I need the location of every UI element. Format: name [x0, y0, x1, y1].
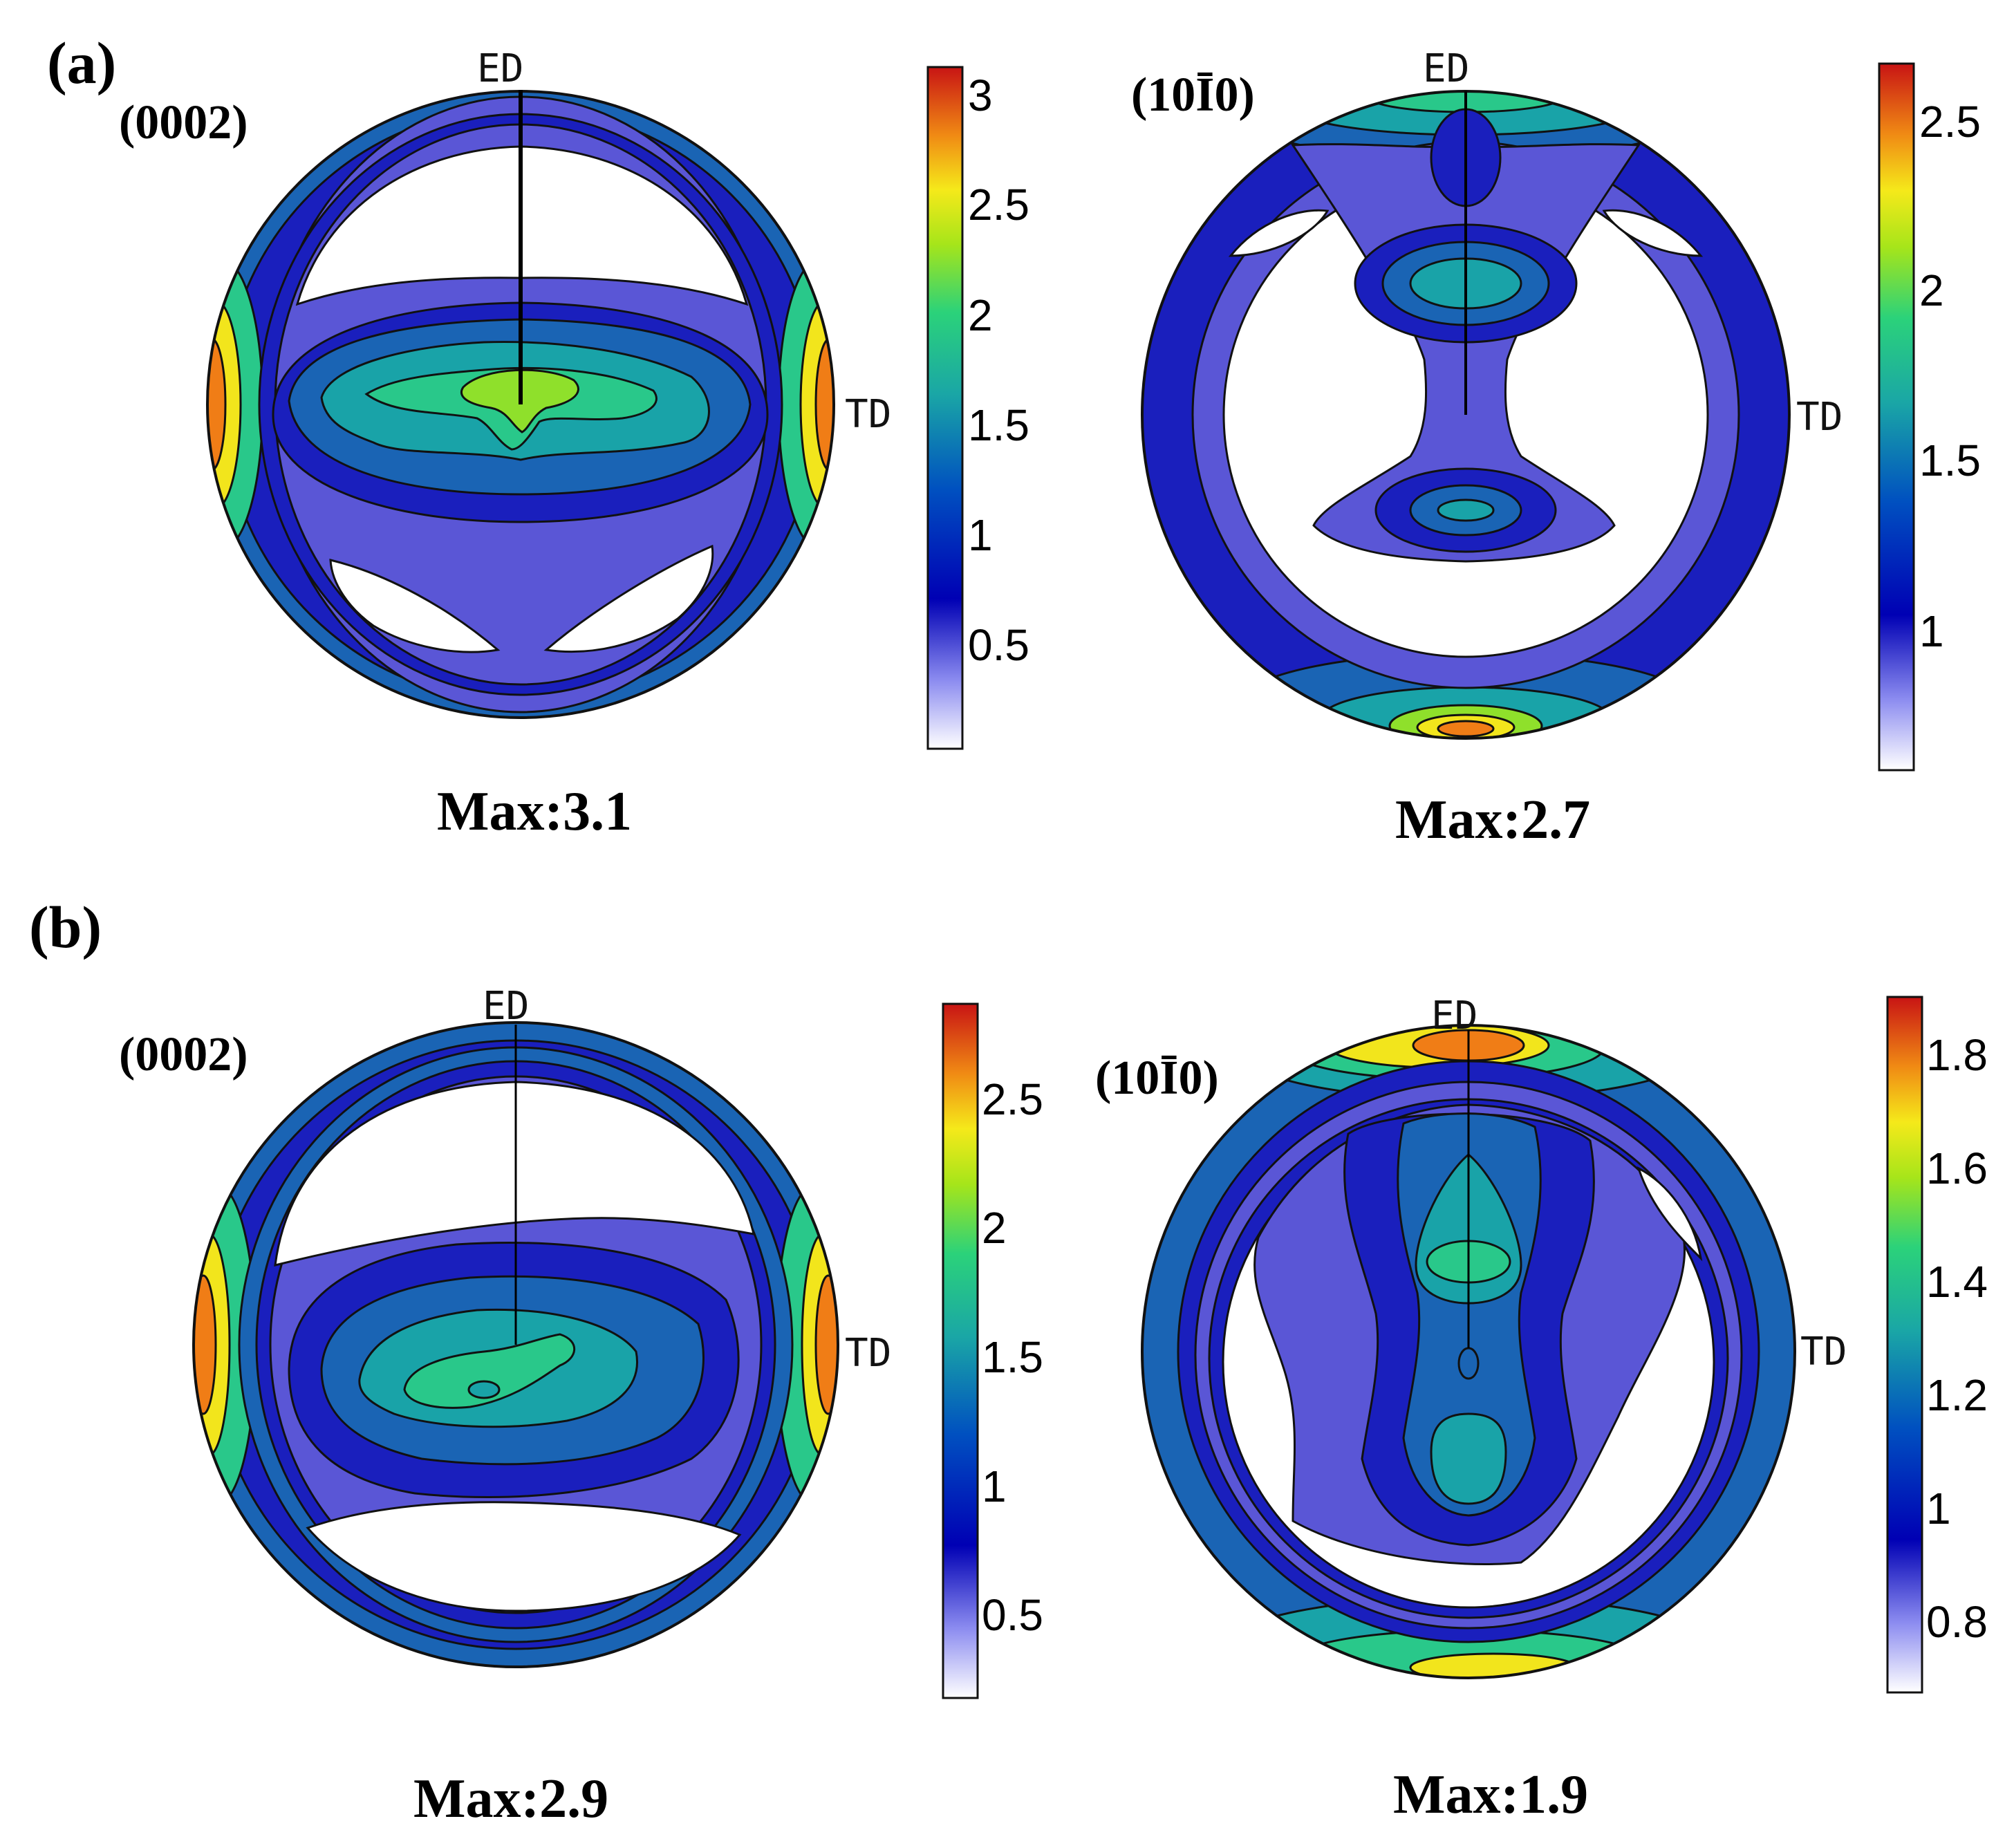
- colorbar-frame: [1878, 62, 1915, 772]
- colorbar-tick: 0.5: [968, 620, 1029, 670]
- td-label: TD: [1800, 1329, 1847, 1374]
- td-label: TD: [845, 1331, 891, 1376]
- colorbar-tick: 0.8: [1926, 1597, 1988, 1647]
- max-label: Max:1.9: [1393, 1764, 1588, 1825]
- colorbar-tick: 1.5: [982, 1332, 1043, 1382]
- pole-figure-a2: (10Ī0): [1131, 46, 1981, 850]
- contour-band: [1437, 498, 1495, 522]
- colorbar-tick: 2.5: [1919, 97, 1981, 147]
- colorbar-tick: 0.5: [982, 1590, 1043, 1640]
- colorbar-tick: 2: [968, 290, 993, 340]
- colorbar-tick: 2.5: [968, 180, 1029, 230]
- colorbar-tick: 1.8: [1926, 1030, 1988, 1080]
- colorbar: 1.8 1.6 1.4 1.2 1 0.8: [1886, 996, 1988, 1694]
- max-label: Max:2.7: [1395, 790, 1590, 850]
- ed-label: ED: [483, 984, 529, 1029]
- contour-band: [1430, 1412, 1507, 1505]
- pole-figure-outline: [192, 1021, 839, 1668]
- colorbar-tick: 2: [1919, 265, 1944, 315]
- colorbar-tick: 1.5: [1919, 436, 1981, 485]
- td-label: TD: [1796, 395, 1843, 440]
- max-label: Max:3.1: [437, 781, 632, 842]
- colorbar: 3 2.5 2 1.5 1 0.5: [926, 66, 1029, 750]
- contour-band: [814, 1274, 838, 1415]
- colorbar-tick: 3: [968, 71, 993, 120]
- pole-figure-a1: (0002) E: [119, 46, 1029, 842]
- plane-label-b1: (0002): [119, 1028, 248, 1081]
- plane-label-a2: (10Ī0): [1131, 68, 1255, 122]
- contour-band: [467, 1380, 501, 1399]
- ed-label: ED: [1431, 993, 1477, 1038]
- colorbar-tick: 1: [968, 510, 993, 560]
- colorbar-tick: 1: [982, 1462, 1007, 1511]
- panel-label-a: (a): [47, 30, 116, 96]
- td-label: TD: [845, 392, 891, 437]
- colorbar-tick: 1.2: [1926, 1370, 1988, 1420]
- plane-label-b2: (10Ī0): [1095, 1052, 1219, 1105]
- colorbar-tick: 2: [982, 1203, 1007, 1253]
- colorbar-tick: 1.4: [1926, 1257, 1988, 1307]
- colorbar-gradient: [928, 67, 962, 749]
- contour-void: [1602, 209, 1704, 257]
- colorbar-tick: 2.5: [982, 1074, 1043, 1124]
- pole-figure-b2: (10Ī0) ED T: [1095, 993, 1988, 1825]
- ed-label: ED: [1423, 46, 1469, 91]
- max-label: Max:2.9: [413, 1768, 608, 1829]
- colorbar: 2.5 2 1.5 1: [1878, 62, 1981, 772]
- panel-label-b: (b): [29, 894, 102, 960]
- contour-band: [403, 1333, 576, 1409]
- contour-void: [1228, 209, 1330, 257]
- colorbar-tick: 1: [1926, 1484, 1951, 1533]
- colorbar-tick: 1.5: [968, 400, 1029, 450]
- pole-figure-b1: (0002) ED TD M: [119, 984, 1043, 1829]
- contour-void: [274, 1081, 755, 1267]
- colorbar-gradient: [1887, 997, 1922, 1692]
- contour-void: [543, 544, 714, 653]
- colorbar-tick: 1: [1919, 606, 1944, 656]
- colorbar: 2.5 2 1.5 1 0.5: [942, 1002, 1043, 1699]
- contour-band: [194, 1274, 217, 1415]
- contour-band: [1437, 720, 1495, 738]
- pole-figure-outline: [1141, 1024, 1796, 1679]
- colorbar-frame: [942, 1002, 979, 1699]
- colorbar-tick: 1.6: [1926, 1144, 1988, 1193]
- plane-label-a1: (0002): [119, 96, 248, 149]
- colorbar-frame: [1886, 996, 1923, 1694]
- colorbar-frame: [926, 66, 964, 750]
- colorbar-gradient: [1879, 64, 1914, 770]
- contour-void: [306, 1501, 742, 1612]
- ed-label: ED: [477, 46, 523, 91]
- contour-band: [1457, 1347, 1480, 1380]
- contour-void: [329, 559, 501, 653]
- colorbar-gradient: [943, 1004, 978, 1698]
- contour-void: [1637, 1166, 1703, 1262]
